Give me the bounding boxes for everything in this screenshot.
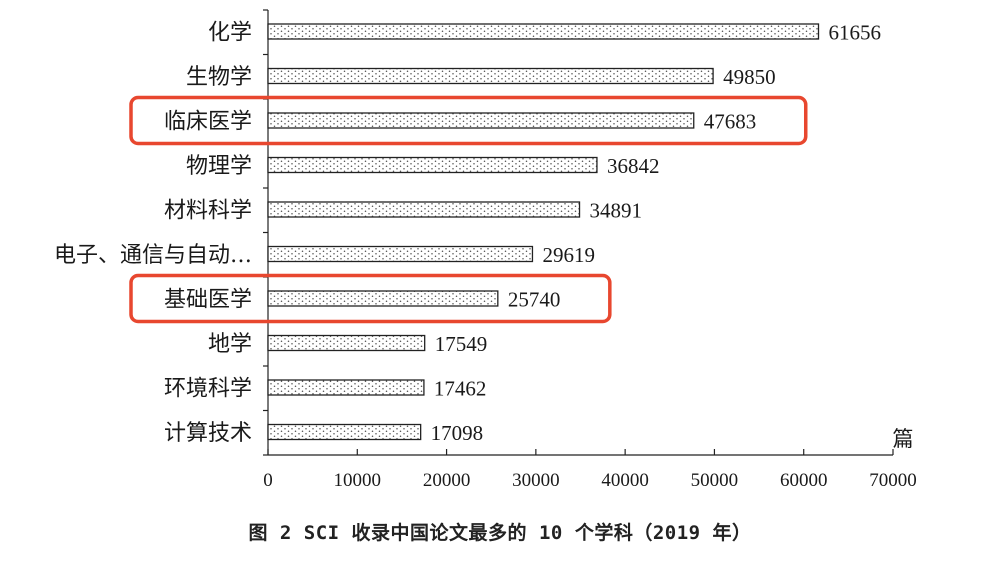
x-tick-label: 50000	[691, 470, 739, 491]
x-tick-label: 30000	[512, 470, 560, 491]
value-label: 17549	[435, 332, 488, 356]
x-tick-label: 40000	[601, 470, 649, 491]
bar	[267, 112, 695, 129]
category-label: 材料科学	[164, 199, 252, 224]
category-label: 电子、通信与自动…	[54, 243, 252, 268]
bar	[267, 67, 714, 85]
bar	[267, 23, 820, 40]
x-tick-label: 70000	[869, 470, 917, 491]
highlight-box	[129, 273, 612, 324]
bar	[267, 156, 598, 174]
value-label: 17098	[431, 421, 484, 445]
category-label: 物理学	[186, 154, 252, 179]
bar-chart: 0 10000 20000 30000 40000 50000 60000 70000 化学 6…	[54, 9, 917, 491]
bar	[267, 245, 534, 263]
category-label: 基础医学	[164, 288, 252, 313]
category-label: 化学	[208, 21, 252, 46]
value-label: 34891	[590, 199, 643, 223]
bar	[267, 423, 422, 441]
value-label: 29619	[542, 243, 595, 267]
bar	[267, 290, 499, 307]
category-label: 生物学	[186, 65, 252, 90]
x-tick-label: 0	[263, 470, 273, 491]
x-tick-label: 10000	[334, 470, 382, 491]
bar	[267, 379, 425, 396]
figure-caption: 图 2 SCI 收录中国论文最多的 10 个学科（2019 年）	[248, 522, 752, 544]
value-label: 47683	[704, 110, 757, 134]
value-label: 36842	[607, 154, 660, 178]
value-label: 61656	[829, 21, 882, 45]
category-label: 环境科学	[164, 377, 252, 402]
x-tick-label: 60000	[780, 470, 828, 491]
category-label: 临床医学	[164, 110, 252, 135]
value-label: 25740	[508, 288, 560, 312]
x-axis-unit-label: 篇	[893, 427, 914, 451]
bar	[267, 201, 581, 218]
value-label: 49850	[723, 65, 776, 89]
x-tick-label: 20000	[423, 470, 471, 491]
category-label: 计算技术	[164, 421, 252, 446]
value-label: 17462	[434, 377, 487, 401]
bar	[267, 334, 426, 352]
category-label: 地学	[208, 332, 252, 357]
highlight-box	[129, 95, 808, 146]
